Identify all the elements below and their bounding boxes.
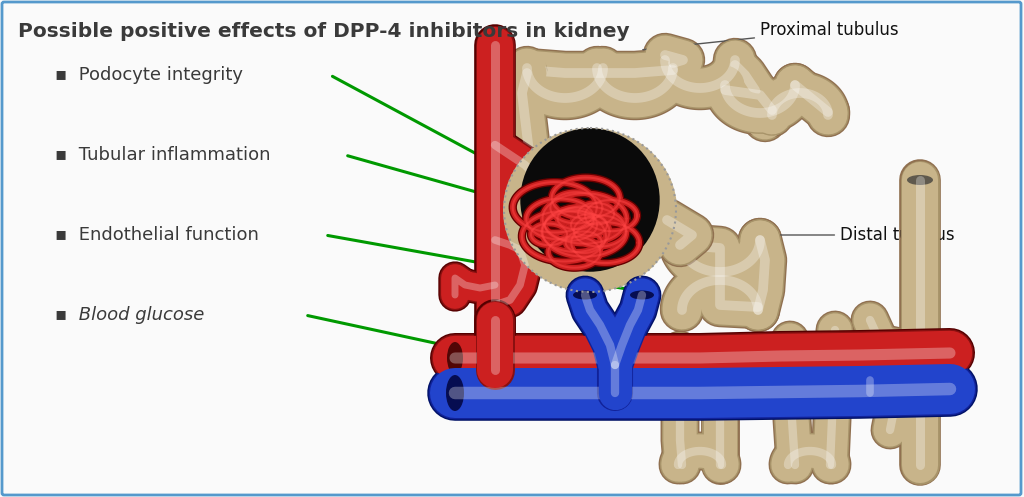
Ellipse shape bbox=[520, 128, 659, 272]
Text: Distal tubulus: Distal tubulus bbox=[763, 226, 954, 244]
Text: ▪  Podocyte integrity: ▪ Podocyte integrity bbox=[55, 66, 243, 84]
Ellipse shape bbox=[630, 291, 654, 300]
Text: Possible positive effects of DPP-4 inhibitors in kidney: Possible positive effects of DPP-4 inhib… bbox=[18, 22, 630, 41]
Text: ▪  Endothelial function: ▪ Endothelial function bbox=[55, 226, 259, 244]
Text: Proximal tubulus: Proximal tubulus bbox=[643, 21, 899, 50]
Ellipse shape bbox=[446, 375, 464, 411]
Text: ▪  Blood glucose: ▪ Blood glucose bbox=[55, 306, 205, 324]
Ellipse shape bbox=[573, 291, 597, 300]
Ellipse shape bbox=[907, 175, 933, 185]
Text: ▪  Tubular inflammation: ▪ Tubular inflammation bbox=[55, 146, 270, 164]
Ellipse shape bbox=[447, 342, 463, 374]
Ellipse shape bbox=[503, 128, 677, 292]
